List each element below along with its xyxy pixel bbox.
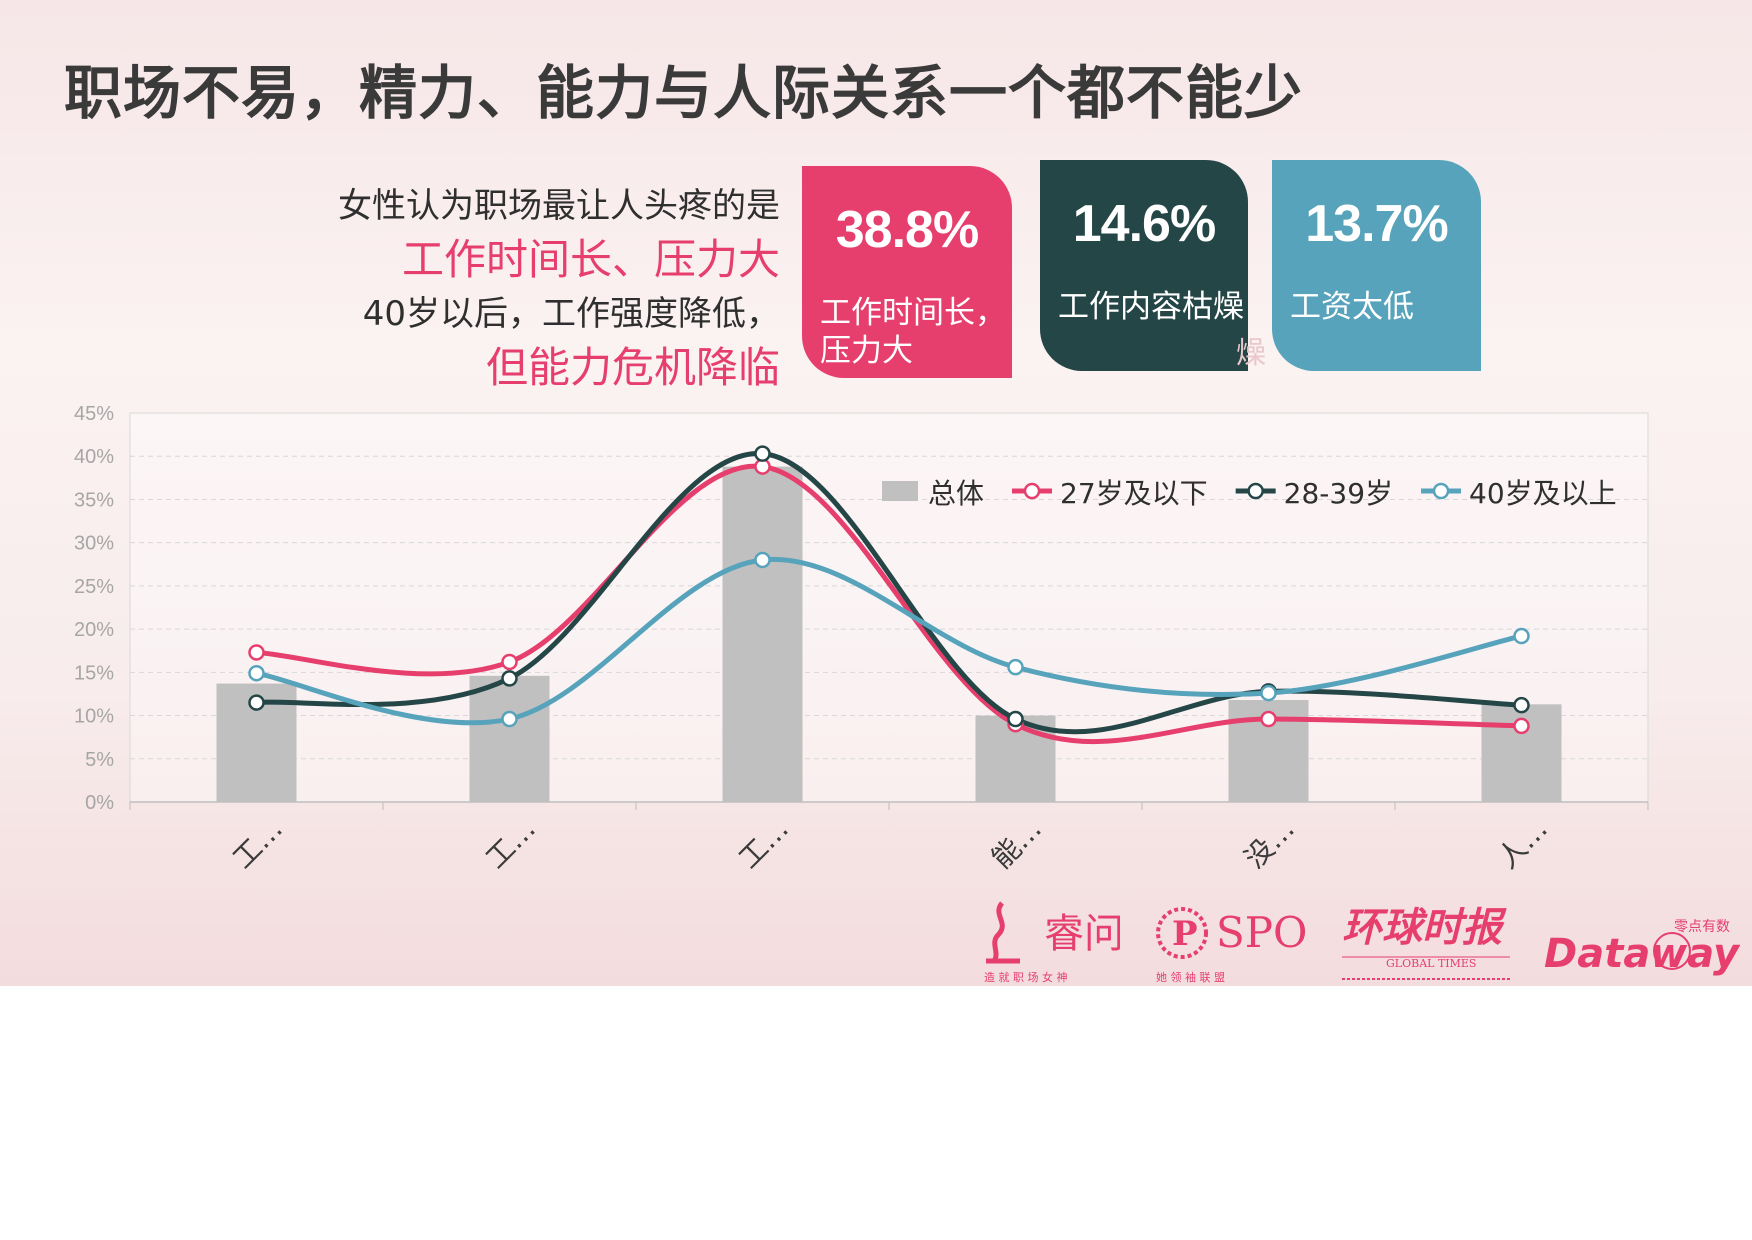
stat-card-percent: 14.6%	[1072, 195, 1216, 253]
legend-marker	[1247, 482, 1264, 500]
x-tick-label: 工…	[479, 812, 542, 875]
lead-line-3: 40岁以后，工作强度降低，	[362, 294, 780, 334]
y-tick-label: 5%	[85, 749, 114, 771]
stat-card-label: 工作时间长， 压力大	[820, 294, 1006, 370]
stat-card-label-line: 工作时间长，	[820, 295, 1006, 331]
y-tick-label: 20%	[74, 619, 114, 641]
lead-line-4-highlight: 但能力危机降临	[485, 343, 780, 392]
dataway-logo-sub: 零点有数	[1674, 919, 1730, 935]
stat-card-boring-work: 14.6% 工作内容枯燥	[1040, 160, 1248, 371]
dataway-logo-name: Dataway	[1544, 931, 1740, 977]
series-point	[754, 551, 771, 569]
stat-card-percent: 38.8%	[835, 201, 979, 259]
spo-logo: P SPO 她 领 袖 联 盟	[1156, 907, 1307, 984]
stat-card-label: 工作内容枯燥	[1058, 288, 1244, 326]
legend-marker	[1023, 482, 1041, 500]
series-point	[1513, 627, 1530, 645]
y-tick-label: 45%	[74, 403, 114, 425]
series-point	[754, 445, 771, 462]
series-line	[254, 556, 1524, 726]
series-point	[1007, 710, 1024, 728]
ruiwen-logo-sub: 造 就 职 场 女 神	[984, 970, 1067, 984]
stat-card-label-line: 工资太低	[1290, 289, 1414, 325]
global-times-logo-sub: GLOBAL TIMES	[1386, 957, 1476, 970]
ruiwen-logo: 睿问 造 就 职 场 女 神	[984, 901, 1120, 984]
stat-card-percent: 13.7%	[1305, 195, 1448, 253]
x-tick-label: 工…	[226, 812, 289, 875]
series-point	[1007, 658, 1024, 676]
stat-card-label-line: 工作内容枯燥	[1058, 289, 1244, 325]
dataway-logo-ring	[1653, 932, 1691, 970]
ruiwen-logo-name: 睿问	[1044, 911, 1120, 957]
stat-card-work-hours: 38.8% 工作时间长， 压力大	[802, 166, 1012, 378]
spo-logo-mark	[1156, 907, 1208, 959]
series-point	[501, 653, 518, 671]
ruiwen-logo-mark	[986, 901, 1020, 964]
series-point	[1513, 717, 1530, 735]
legend-marker	[1432, 482, 1450, 500]
bar	[469, 675, 550, 802]
series-point	[1513, 696, 1530, 714]
y-tick-label: 25%	[74, 576, 114, 598]
spo-logo-p: P	[1172, 914, 1198, 954]
y-tick-label: 15%	[74, 662, 114, 684]
series-point	[248, 694, 265, 711]
ghost-text: 燥	[1236, 336, 1266, 371]
spo-logo-sub: 她 领 袖 联 盟	[1156, 970, 1225, 984]
plot-area	[129, 412, 1649, 803]
x-tick-label: 工…	[732, 812, 795, 875]
x-tick-label: 没…	[1238, 812, 1301, 875]
lead-line-1: 女性认为职场最让人头疼的是	[338, 186, 780, 226]
legend-swatch	[882, 481, 918, 501]
lead-line-2-highlight: 工作时间长、压力大	[401, 235, 780, 284]
legend-label: 27岁及以下	[1060, 477, 1208, 510]
y-tick-label: 0%	[85, 792, 114, 814]
page-title: 职场不易，精力、能力与人际关系一个都不能少	[64, 59, 1304, 127]
x-tick-label: 人…	[1491, 812, 1554, 875]
legend-label: 40岁及以上	[1469, 477, 1617, 510]
stat-card-label-line: 压力大	[820, 333, 913, 369]
global-times-logo-name: 环球时报	[1342, 904, 1507, 951]
slide-background: 职场不易，精力、能力与人际关系一个都不能少 女性认为职场最让人头疼的是 工作时间…	[0, 0, 1752, 986]
dataway-logo: 零点有数 Dataway	[1544, 919, 1740, 977]
y-tick-label: 40%	[74, 446, 114, 468]
series-point	[501, 710, 518, 728]
legend-label: 总体	[928, 477, 984, 510]
series-point	[1260, 684, 1277, 702]
spo-logo-name: SPO	[1216, 908, 1307, 957]
series-point	[248, 644, 265, 661]
bar	[722, 466, 803, 802]
series-point	[501, 670, 518, 687]
global-times-logo: 环球时报 GLOBAL TIMES	[1342, 904, 1510, 980]
stat-card-label: 工资太低	[1290, 288, 1414, 326]
legend-label: 28-39岁	[1284, 477, 1393, 510]
x-tick-label: 能…	[985, 812, 1048, 875]
combo-chart: 0% 5% 10% 15% 20% 25% 30% 35% 40% 45% 工… 工… 工… 能… 没… 人……	[74, 403, 1649, 875]
stat-card-low-salary: 13.7% 工资太低	[1272, 160, 1481, 371]
series-point	[248, 664, 265, 682]
y-tick-label: 35%	[74, 489, 114, 511]
y-tick-label: 30%	[74, 533, 114, 555]
y-tick-label: 10%	[74, 706, 114, 728]
series-point	[1260, 710, 1277, 728]
